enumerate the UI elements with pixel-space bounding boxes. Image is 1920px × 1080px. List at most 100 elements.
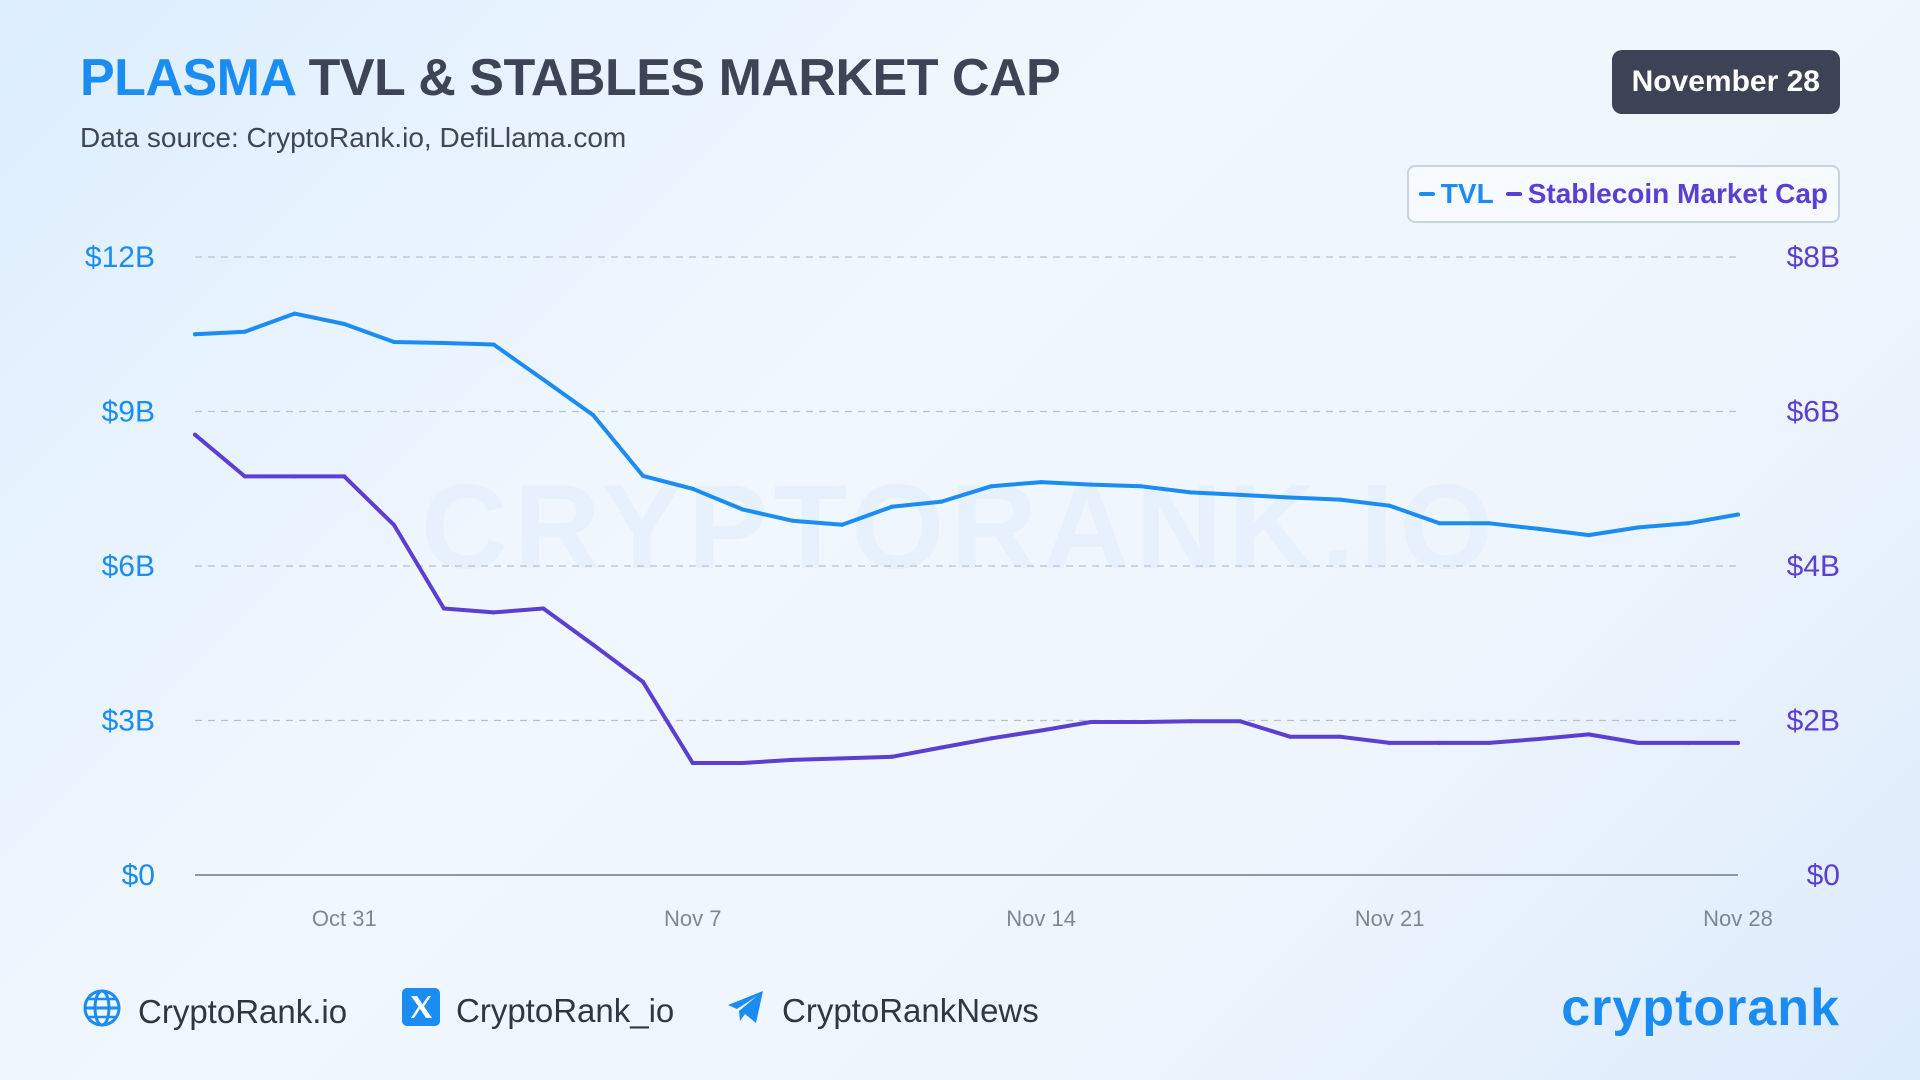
series-line-stablecoin-market-cap xyxy=(193,432,1740,765)
data-point-stablecoin-market-cap xyxy=(889,754,894,759)
data-point-stablecoin-market-cap xyxy=(1238,719,1243,724)
data-point-stablecoin-market-cap xyxy=(342,474,347,479)
left-y-axis: $0 $3B $6B $9B $12B xyxy=(85,241,155,892)
data-point-tvl xyxy=(1487,521,1492,526)
data-point-tvl xyxy=(1088,482,1093,487)
footer-x-handle[interactable]: CryptoRank_io xyxy=(402,988,674,1034)
watermark: CRYPTORANK.IO xyxy=(421,460,1499,594)
telegram-link[interactable]: CryptoRankNews xyxy=(782,992,1039,1029)
data-point-tvl xyxy=(840,522,845,527)
data-point-stablecoin-market-cap xyxy=(1686,740,1691,745)
title-accent: PLASMA xyxy=(80,49,295,107)
data-source-subtitle: Data source: CryptoRank.io, DefiLlama.co… xyxy=(80,122,627,153)
data-point-stablecoin-market-cap xyxy=(541,606,546,611)
right-y-tick-label: $2B xyxy=(1787,705,1840,738)
data-point-stablecoin-market-cap xyxy=(1437,740,1442,745)
data-point-tvl xyxy=(591,413,596,418)
date-badge: November 28 xyxy=(1611,50,1840,114)
data-point-tvl xyxy=(193,332,197,337)
right-y-tick-label: $6B xyxy=(1787,396,1840,429)
data-point-tvl xyxy=(1437,521,1442,526)
title-rest: TVL & STABLES MARKET CAP xyxy=(294,49,1061,107)
x-handle-link[interactable]: CryptoRank_io xyxy=(456,992,675,1029)
data-point-stablecoin-market-cap xyxy=(392,523,397,528)
data-point-stablecoin-market-cap xyxy=(1536,737,1541,741)
data-point-tvl xyxy=(1636,525,1641,530)
data-point-stablecoin-market-cap xyxy=(939,745,944,750)
data-point-tvl xyxy=(1686,521,1691,526)
chart-legend: TVL Stablecoin Market Cap xyxy=(1406,165,1840,223)
data-point-tvl xyxy=(641,473,645,478)
right-y-tick-label: $4B xyxy=(1787,550,1840,583)
data-point-tvl xyxy=(1337,497,1342,502)
left-y-tick-label: $0 xyxy=(122,859,155,892)
data-point-tvl xyxy=(441,341,446,345)
footer-website[interactable]: CryptoRank.io xyxy=(82,988,347,1036)
legend-swatch-tvl xyxy=(1418,192,1435,196)
legend-item-stables: Stablecoin Market Cap xyxy=(1505,178,1828,210)
data-point-stablecoin-market-cap xyxy=(641,679,645,684)
right-y-axis: $0 $2B $4B $6B $8B xyxy=(1787,241,1840,892)
right-y-tick-label: $8B xyxy=(1787,241,1840,274)
data-point-tvl xyxy=(541,377,546,382)
data-point-stablecoin-market-cap xyxy=(1586,732,1591,737)
data-point-tvl xyxy=(690,486,695,491)
x-logo-icon xyxy=(402,988,440,1034)
data-point-tvl xyxy=(1387,503,1392,508)
data-point-stablecoin-market-cap xyxy=(242,474,247,479)
data-point-stablecoin-market-cap xyxy=(1088,720,1093,724)
data-point-tvl xyxy=(242,329,247,334)
data-point-stablecoin-market-cap xyxy=(1288,734,1292,739)
data-point-tvl xyxy=(1238,492,1243,497)
data-point-tvl xyxy=(1288,495,1292,500)
legend-swatch-stables xyxy=(1505,192,1522,196)
data-point-stablecoin-market-cap xyxy=(441,606,446,611)
data-point-tvl xyxy=(790,518,795,523)
left-y-tick-label: $3B xyxy=(102,705,155,738)
data-point-stablecoin-market-cap xyxy=(690,761,695,765)
data-point-stablecoin-market-cap xyxy=(1039,728,1044,733)
left-y-tick-label: $12B xyxy=(85,241,155,274)
website-link[interactable]: CryptoRank.io xyxy=(138,993,348,1030)
data-point-stablecoin-market-cap xyxy=(292,474,297,479)
x-tick-label: Nov 7 xyxy=(664,906,721,931)
data-point-stablecoin-market-cap xyxy=(1636,740,1641,745)
globe-icon xyxy=(82,988,122,1036)
left-y-tick-label: $9B xyxy=(102,396,155,429)
grid-lines xyxy=(195,256,1738,876)
data-point-stablecoin-market-cap xyxy=(1337,734,1342,739)
data-point-tvl xyxy=(392,340,397,344)
data-point-tvl xyxy=(292,311,297,316)
legend-label-stables: Stablecoin Market Cap xyxy=(1527,178,1828,209)
data-point-stablecoin-market-cap xyxy=(193,432,197,437)
legend-label-tvl: TVL xyxy=(1440,178,1494,209)
right-y-tick-label: $0 xyxy=(1807,859,1840,892)
data-point-tvl xyxy=(1188,490,1193,495)
data-point-tvl xyxy=(889,504,894,509)
data-point-tvl xyxy=(989,484,994,489)
x-axis: Oct 31 Nov 7 Nov 14 Nov 21 Nov 28 xyxy=(312,906,1773,931)
data-point-stablecoin-market-cap xyxy=(491,610,496,615)
footer-telegram[interactable]: CryptoRankNews xyxy=(726,988,1039,1034)
data-point-tvl xyxy=(491,342,496,347)
data-point-tvl xyxy=(342,322,347,326)
chart-title: PLASMA TVL & STABLES MARKET CAP xyxy=(80,48,1061,108)
left-y-tick-label: $6B xyxy=(102,550,155,583)
line-chart: CRYPTORANK.IO $0 $3B $6B $9B $12B $0 $2B $4B $6… xyxy=(85,241,1840,931)
x-tick-label: Nov 28 xyxy=(1703,906,1773,931)
data-point-tvl xyxy=(740,507,745,512)
data-point-stablecoin-market-cap xyxy=(790,757,795,762)
series-layer xyxy=(193,311,1740,765)
data-point-tvl xyxy=(1736,512,1740,517)
cryptorank-logo: cryptorank xyxy=(1561,979,1840,1037)
x-tick-label: Nov 14 xyxy=(1006,906,1076,931)
data-point-stablecoin-market-cap xyxy=(1736,740,1740,745)
data-point-tvl xyxy=(1138,484,1143,489)
data-point-stablecoin-market-cap xyxy=(740,761,745,765)
data-point-stablecoin-market-cap xyxy=(1387,740,1392,745)
data-point-tvl xyxy=(1039,480,1044,485)
telegram-icon xyxy=(726,988,766,1034)
x-tick-label: Nov 21 xyxy=(1355,906,1425,931)
data-point-stablecoin-market-cap xyxy=(840,756,845,761)
data-point-stablecoin-market-cap xyxy=(1487,740,1492,745)
